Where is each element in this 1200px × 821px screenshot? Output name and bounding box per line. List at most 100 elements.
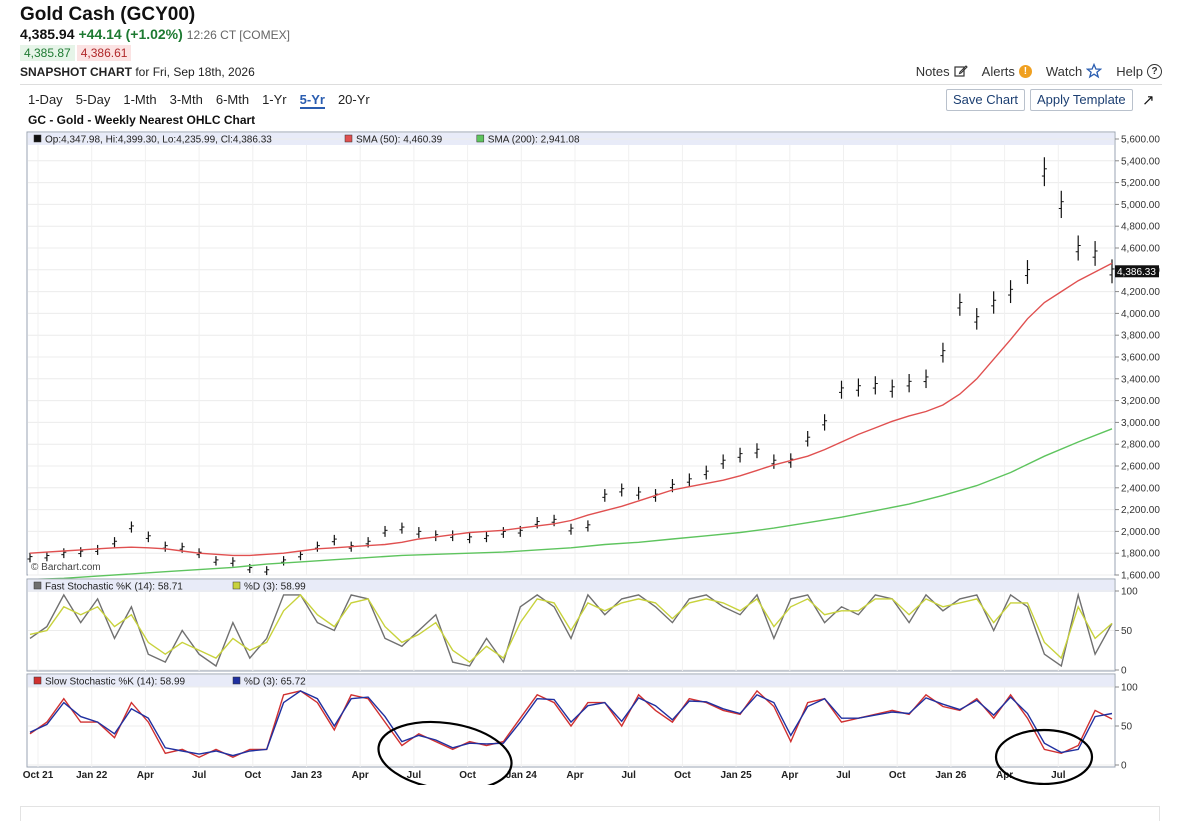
series-line-sma-200-	[29, 428, 1113, 581]
last-price: 4,385.94	[20, 26, 75, 42]
y-tick-label: 5,000.00	[1121, 200, 1160, 211]
annotation-circle	[994, 728, 1094, 785]
y-tick-label: 2,400.00	[1121, 483, 1160, 494]
y-tick-label: 0	[1121, 761, 1127, 772]
y-tick-label: 50	[1121, 722, 1133, 733]
period-tabs: 1-Day 5-Day 1-Mth 3-Mth 6-Mth 1-Yr 5-Yr 20-Yr	[28, 92, 370, 109]
x-tick-label: Jul	[1051, 770, 1066, 781]
x-tick-label: Oct	[889, 770, 906, 781]
y-tick-label: 3,600.00	[1121, 353, 1160, 364]
period-tab-1-mth[interactable]: 1-Mth	[123, 92, 157, 107]
price-change: +44.14 (+1.02%)	[78, 26, 183, 42]
period-tab-5-yr[interactable]: 5-Yr	[299, 92, 325, 109]
x-tick-label: Jan 22	[76, 770, 108, 781]
x-tick-label: Oct	[244, 770, 261, 781]
last-price-badge	[1115, 265, 1159, 278]
x-tick-label: Jul	[621, 770, 636, 781]
series-line-sma-50-	[29, 262, 1113, 557]
page-title: Gold Cash (GCY00)	[20, 4, 196, 25]
expand-icon[interactable]: ↗	[1142, 92, 1155, 109]
legend-swatch	[33, 581, 42, 590]
period-tab-6-mth[interactable]: 6-Mth	[215, 92, 250, 107]
notes-link[interactable]: Notes	[916, 64, 968, 79]
y-tick-label: 1,800.00	[1121, 549, 1160, 560]
period-tab-5-day[interactable]: 5-Day	[75, 92, 111, 107]
period-tab-1-day[interactable]: 1-Day	[28, 92, 63, 107]
y-tick-label: 1,600.00	[1121, 571, 1160, 582]
y-tick-label: 4,600.00	[1121, 244, 1160, 255]
legend-swatch	[344, 134, 353, 143]
price-line: 4,385.94 +44.14 (+1.02%) 12:26 CT [COMEX]	[20, 26, 290, 42]
x-tick-label: Oct	[459, 770, 476, 781]
bid-ask: 4,385.87 4,386.61	[20, 45, 133, 61]
x-tick-label: Oct	[674, 770, 691, 781]
y-tick-label: 2,000.00	[1121, 527, 1160, 538]
legend-swatch	[232, 581, 241, 590]
save-chart-button[interactable]: Save Chart	[946, 89, 1026, 111]
series-line--d-3-	[29, 593, 1113, 663]
help-icon: ?	[1147, 63, 1162, 79]
x-tick-label: Apr	[781, 770, 798, 781]
x-tick-label: Jul	[836, 770, 851, 781]
y-tick-label: 50	[1121, 626, 1133, 637]
alert-icon: !	[1018, 64, 1032, 78]
x-tick-label: Apr	[566, 770, 583, 781]
y-tick-label: 100	[1121, 587, 1138, 598]
x-tick-label: Jul	[407, 770, 422, 781]
x-tick-label: Jul	[192, 770, 207, 781]
chart-svg[interactable]: 5,600.00 5,400.00 5,200.00 5,000.00 4,800.00…	[0, 125, 1200, 785]
y-tick-label: 100	[1121, 683, 1138, 694]
x-tick-label: Jan 25	[721, 770, 753, 781]
bid-price: 4,385.87	[20, 45, 75, 61]
legend-label: Slow Stochastic %K (14): 58.99	[45, 677, 186, 688]
header-divider	[20, 84, 1162, 85]
y-tick-label: 3,400.00	[1121, 374, 1160, 385]
y-tick-label: 2,800.00	[1121, 440, 1160, 451]
panel-frame	[26, 673, 1116, 768]
chart-title: GC - Gold - Weekly Nearest OHLC Chart	[28, 113, 256, 127]
alerts-link[interactable]: Alerts!	[982, 64, 1032, 79]
legend-strip	[28, 580, 1114, 592]
y-tick-label: 3,000.00	[1121, 418, 1160, 429]
period-tab-3-mth[interactable]: 3-Mth	[169, 92, 203, 107]
y-tick-label: 3,800.00	[1121, 331, 1160, 342]
apply-template-button[interactable]: Apply Template	[1030, 89, 1133, 111]
legend-label: %D (3): 65.72	[244, 677, 306, 688]
notes-label: Notes	[915, 63, 950, 79]
annotation-circle	[377, 720, 513, 785]
edit-icon	[954, 65, 968, 77]
ask-price: 4,386.61	[76, 45, 132, 61]
y-tick-label: 2,600.00	[1121, 462, 1160, 473]
alerts-label: Alerts	[981, 63, 1015, 79]
y-tick-label: 5,400.00	[1121, 156, 1160, 167]
series-line--d-3-	[29, 690, 1113, 757]
help-link[interactable]: Help?	[1116, 63, 1162, 79]
period-tab-20-yr[interactable]: 20-Yr	[337, 92, 370, 107]
x-tick-label: Jan 24	[506, 770, 538, 781]
legend-label: Fast Stochastic %K (14): 58.71	[45, 582, 183, 593]
star-icon	[1086, 63, 1103, 79]
footer-panel	[20, 806, 1160, 821]
panel-frame	[26, 578, 1116, 672]
y-tick-label: 3,200.00	[1121, 396, 1160, 407]
legend-swatch	[476, 134, 485, 143]
legend-strip	[28, 675, 1114, 687]
period-tab-1-yr[interactable]: 1-Yr	[262, 92, 287, 107]
x-tick-label: Jan 26	[935, 770, 967, 781]
x-tick-label: Oct 21	[23, 770, 54, 781]
legend-swatch	[33, 134, 42, 143]
watch-link[interactable]: Watch	[1045, 63, 1103, 79]
legend-swatch	[33, 676, 42, 685]
snapshot-bold: SNAPSHOT CHART	[20, 65, 133, 79]
series-line-fast-stochastic-k-14-	[29, 592, 1113, 668]
x-tick-label: Apr	[352, 770, 369, 781]
x-tick-label: Jan 23	[291, 770, 323, 781]
legend-swatch	[232, 676, 241, 685]
x-tick-label: Apr	[137, 770, 154, 781]
legend-label: SMA (200): 2,941.08	[488, 135, 580, 146]
y-tick-label: 4,000.00	[1121, 309, 1160, 320]
legend-label: %D (3): 58.99	[244, 582, 306, 593]
y-tick-label: 0	[1121, 666, 1127, 677]
y-tick-label: 2,200.00	[1121, 505, 1160, 516]
watch-label: Watch	[1045, 63, 1083, 79]
